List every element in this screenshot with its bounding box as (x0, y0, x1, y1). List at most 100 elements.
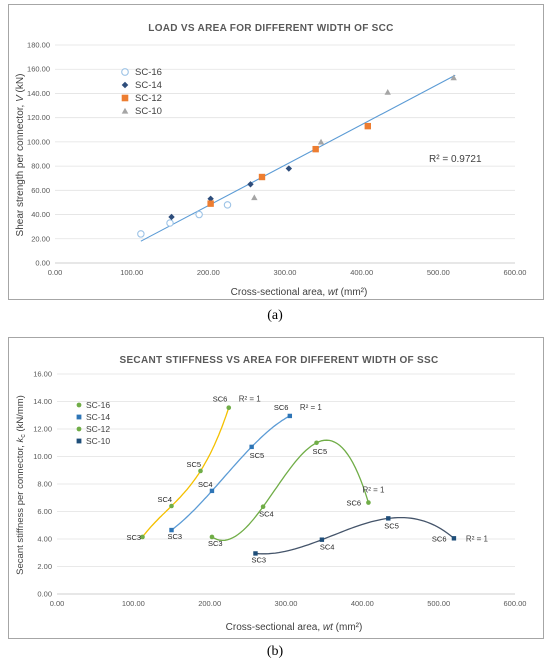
chart-a-ytick-label: 180.00 (27, 41, 50, 50)
chart-a-point-sc-10 (384, 89, 391, 95)
chart-a-point-sc-12 (258, 173, 266, 181)
chart-a-legend-label: SC-14 (135, 80, 162, 91)
chart-b-legend-label: SC-12 (86, 424, 110, 434)
chart-a-ytick-label: 20.00 (31, 234, 50, 243)
chart-a-point-sc-12 (207, 200, 214, 207)
chart-b-point-sc-14 (287, 413, 293, 419)
chart-b-legend-label: SC-14 (86, 412, 110, 422)
chart-b-point-sc-16 (140, 534, 145, 540)
chart-a-point-sc-14 (207, 195, 214, 203)
chart-b-point-label: SC5 (187, 460, 202, 469)
chart-a-trendline (140, 74, 456, 242)
chart-b-point-label: SC4 (198, 480, 213, 489)
chart-b-curve-sc-16 (141, 407, 230, 538)
chart-b-legend-marker-sc-16 (76, 402, 82, 408)
chart-b-point-sc-10 (386, 516, 391, 521)
chart-b-xtick-label: 100.00 (122, 599, 145, 608)
caption-a: (a) (267, 308, 283, 323)
chart-b-xtick-label: 300.00 (275, 599, 298, 608)
chart-b-ytick-label: 14.00 (33, 397, 52, 406)
chart-a-legend-marker-sc-10 (121, 107, 129, 114)
chart-b-point-label: SC6 (432, 534, 447, 543)
chart-b-point-sc-14 (169, 527, 174, 533)
chart-a-point-sc-10 (450, 74, 457, 81)
chart-a-point-sc-16 (223, 201, 232, 209)
chart-b-legend-marker-sc-14 (76, 414, 82, 420)
chart-b-xtick-label: 0.00 (50, 599, 65, 608)
chart-b-r2-label: R² = 1 (300, 403, 323, 412)
chart-b-ytick-label: 2.00 (37, 562, 52, 571)
chart-b-frame: SECANT STIFFNESS VS AREA FOR DIFFERENT W… (8, 337, 544, 639)
chart-b-ytick-label: 0.00 (37, 590, 52, 599)
chart-a-legend-marker-sc-12 (121, 94, 129, 102)
chart-a-ylabel: Shear strength per connector, V (kN) (15, 74, 26, 237)
chart-b-point-sc-16 (226, 405, 232, 410)
chart-a-ytick-label: 80.00 (31, 162, 50, 171)
chart-b-point-label: SC5 (250, 451, 265, 460)
chart-b-curve-sc-12 (211, 439, 370, 542)
chart-a-xtick-label: 300.00 (274, 268, 297, 277)
chart-b-curve-sc-10 (255, 516, 455, 555)
chart-a-point-sc-12 (312, 145, 319, 153)
chart-b-legend-label: SC-16 (86, 400, 110, 410)
chart-b-point-label: SC4 (259, 510, 274, 519)
chart-a-ytick-label: 60.00 (31, 186, 50, 195)
chart-b-point-sc-10 (451, 536, 457, 541)
chart-a-legend-label: SC-12 (135, 93, 162, 104)
chart-b-ytick-label: 4.00 (37, 535, 52, 544)
chart-a-legend-marker-sc-14 (121, 81, 129, 89)
chart-b-point-sc-12 (366, 500, 371, 505)
chart-a-xlabel: Cross-sectional area, wt (mm²) (231, 287, 368, 298)
chart-b-point-sc-14 (209, 488, 215, 494)
chart-b-point-label: SC3 (251, 555, 266, 564)
chart-a-legend-marker-sc-16 (121, 68, 129, 76)
chart-a-point-sc-10 (317, 138, 325, 145)
chart-b-xtick-label: 500.00 (427, 599, 450, 608)
chart-b-point-label: SC5 (384, 521, 399, 530)
chart-b-xlabel: Cross-sectional area, wt (mm²) (226, 622, 363, 633)
chart-b-xtick-label: 400.00 (351, 599, 374, 608)
chart-a-ytick-label: 140.00 (27, 89, 50, 98)
chart-a-point-sc-16 (137, 230, 145, 238)
chart-a-point-sc-10 (251, 194, 258, 201)
chart-a-ytick-label: 160.00 (27, 65, 50, 74)
chart-b-r2-label: R² = 1 (362, 486, 385, 495)
chart-b-point-sc-10 (319, 537, 325, 542)
chart-a-ytick-label: 0.00 (35, 259, 50, 268)
chart-b-legend-label: SC-10 (86, 436, 110, 446)
chart-a-r2-label: R² = 0.9721 (429, 154, 482, 165)
chart-a-xtick-label: 0.00 (48, 268, 63, 277)
chart-a-xtick-label: 200.00 (197, 268, 220, 277)
chart-b-point-sc-16 (198, 468, 203, 474)
chart-b-point-sc-16 (169, 503, 174, 509)
chart-b-point-label: SC4 (320, 543, 335, 552)
chart-b-point-sc-12 (314, 440, 319, 446)
chart-b: SECANT STIFFNESS VS AREA FOR DIFFERENT W… (15, 355, 527, 633)
chart-b-point-label: SC3 (168, 532, 183, 541)
chart-b-point-sc-12 (209, 534, 215, 540)
chart-b-curve-sc-14 (171, 415, 291, 531)
chart-b-xtick-label: 600.00 (504, 599, 527, 608)
chart-b-point-label: SC6 (274, 403, 289, 412)
chart-b-point-label: SC6 (213, 395, 228, 404)
chart-b-point-label: SC3 (208, 539, 223, 548)
caption-b: (b) (266, 644, 284, 659)
chart-b-r2-label: R² = 1 (466, 534, 489, 543)
chart-b-ylabel: Secant stiffness per connector, kc (kN/m… (15, 395, 27, 575)
chart-b-point-sc-10 (253, 551, 258, 556)
chart-a-ytick-label: 100.00 (27, 137, 50, 146)
chart-a-legend-label: SC-16 (135, 67, 162, 78)
chart-a-legend-label: SC-10 (135, 106, 162, 117)
chart-a: LOAD VS AREA FOR DIFFERENT WIDTH OF SCC … (15, 23, 527, 298)
chart-a-xtick-label: 100.00 (120, 268, 143, 277)
chart-a-xtick-label: 600.00 (504, 268, 527, 277)
chart-a-point-sc-16 (166, 219, 174, 227)
chart-b-point-label: SC6 (346, 499, 361, 508)
chart-a-ytick-label: 40.00 (31, 210, 50, 219)
chart-b-point-label: SC5 (313, 447, 328, 456)
chart-a-point-sc-14 (247, 181, 254, 188)
chart-b-r2-label: R² = 1 (239, 395, 262, 404)
chart-b-legend-marker-sc-12 (76, 426, 82, 432)
chart-b-ytick-label: 10.00 (33, 452, 52, 461)
chart-b-ytick-label: 16.00 (33, 370, 52, 379)
